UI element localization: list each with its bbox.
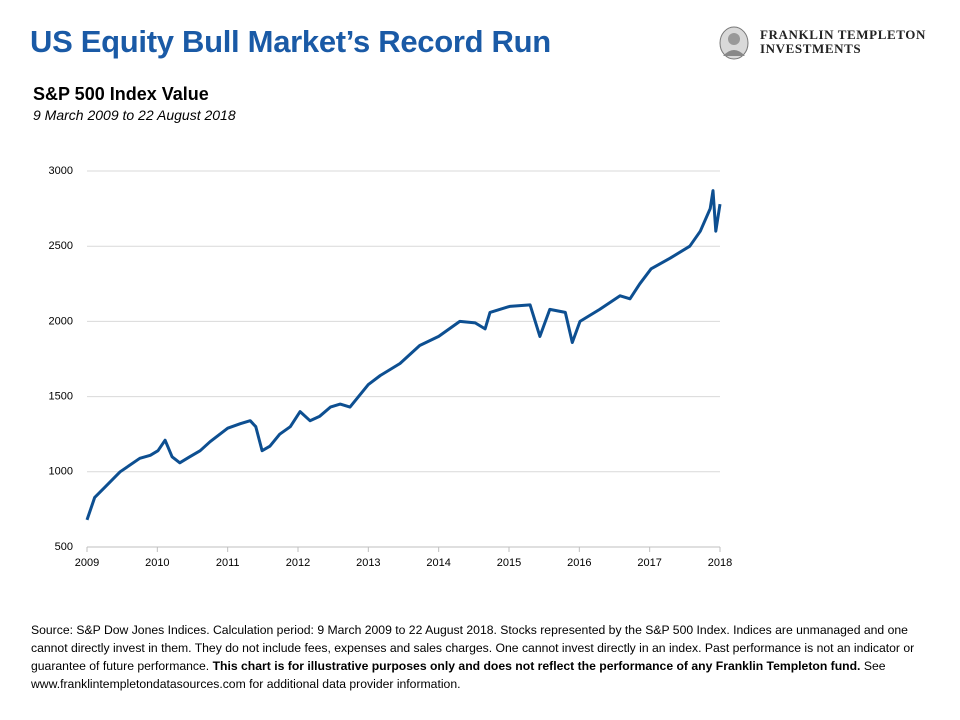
y-tick-label: 1000	[49, 466, 73, 478]
x-tick-label: 2012	[286, 557, 310, 569]
x-tick-label: 2010	[145, 557, 169, 569]
x-tick-label: 2017	[637, 557, 661, 569]
footnote-tail: See www.franklintempletondatasources.com…	[31, 659, 886, 691]
chart: 500 1000 1500 2000 2500 3000 2009 2010 2011 2012 2…	[49, 165, 733, 569]
x-tick-label: 2013	[356, 557, 380, 569]
y-tick-label: 1500	[49, 391, 73, 403]
chart-subtitle: 9 March 2009 to 22 August 2018	[33, 107, 236, 123]
x-tick-label: 2014	[426, 557, 450, 569]
logo: FRANKLIN TEMPLETON INVESTMENTS	[716, 26, 936, 60]
footnote-text: Source: S&P Dow Jones Indices. Calculati…	[31, 623, 915, 673]
footnote: Source: S&P Dow Jones Indices. Calculati…	[31, 621, 936, 693]
x-tick-label: 2009	[75, 557, 99, 569]
y-tick-label: 500	[55, 541, 73, 553]
line-series	[85, 189, 722, 521]
y-tick-label: 2500	[49, 240, 73, 252]
x-tick-label: 2011	[216, 557, 240, 569]
x-tick-label: 2016	[567, 557, 591, 569]
chart-title: S&P 500 Index Value	[33, 84, 209, 104]
y-tick-label: 3000	[49, 165, 73, 177]
footnote-bold: This chart is for illustrative purposes …	[212, 659, 861, 673]
slide-title: US Equity Bull Market’s Record Run	[30, 24, 551, 59]
y-tick-label: 2000	[49, 315, 73, 327]
x-tick-label: 2015	[497, 557, 521, 569]
logo-text: FRANKLIN TEMPLETON INVESTMENTS	[760, 28, 926, 56]
logo-line: INVESTMENTS	[760, 41, 862, 56]
logo-line: FRANKLIN TEMPLETON	[760, 27, 926, 42]
x-tick-label: 2018	[708, 557, 732, 569]
logo-icon	[719, 26, 749, 60]
